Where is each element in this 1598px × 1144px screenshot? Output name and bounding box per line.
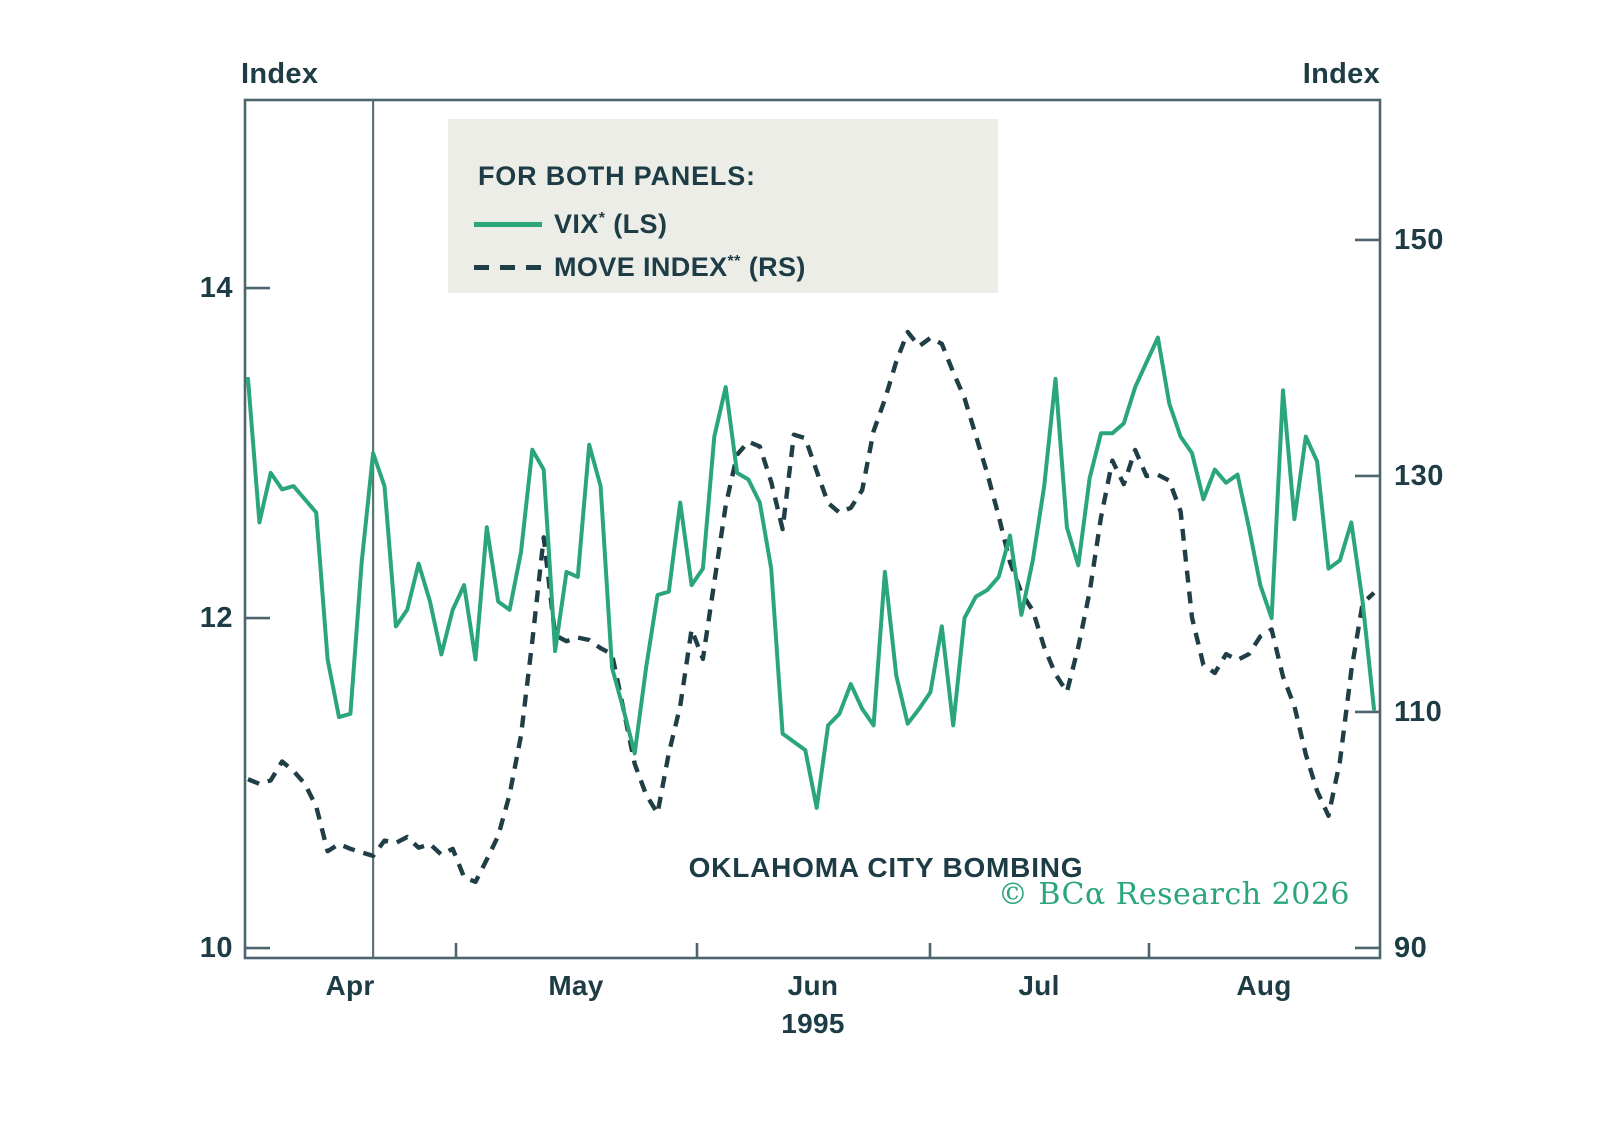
legend-move-footnote-mark: ** [727, 252, 741, 270]
legend-item-vix-label: VIX* (LS) [554, 209, 667, 240]
right-tick-90: 90 [1394, 932, 1428, 964]
x-label-may: May [548, 970, 604, 1001]
left-axis-title: Index [241, 58, 319, 90]
axis-ticks-and-event-line [246, 100, 1379, 958]
left-tick-12: 12 [199, 602, 233, 634]
left-tick-10: 10 [199, 932, 233, 964]
move-dashed-line-swatch [474, 264, 542, 270]
right-tick-110: 110 [1394, 696, 1443, 728]
x-label-apr: Apr [325, 970, 375, 1001]
copyright-text: © BCα Research 2026 [997, 877, 1350, 912]
legend-heading: FOR BOTH PANELS: [478, 161, 756, 191]
x-label-jun: Jun [787, 970, 839, 1001]
x-label-year: 1995 [781, 1008, 845, 1039]
left-tick-14: 14 [199, 272, 233, 304]
legend-move-name: MOVE INDEX [554, 251, 728, 282]
right-axis-title: Index [1302, 58, 1380, 90]
x-label-aug: Aug [1236, 970, 1292, 1001]
legend-item-move: MOVE INDEX** (RS) [474, 252, 806, 283]
legend-box: FOR BOTH PANELS: VIX* (LS) MOVE INDEX** … [448, 119, 998, 293]
legend-vix-scale: (LS) [605, 208, 668, 239]
vix-solid-line-swatch [474, 221, 542, 227]
legend-move-scale: (RS) [740, 251, 806, 282]
x-label-jul: Jul [1018, 970, 1060, 1001]
right-tick-150: 150 [1394, 224, 1444, 256]
legend-item-move-label: MOVE INDEX** (RS) [554, 252, 806, 283]
move-index-line-series [247, 329, 1376, 885]
legend-item-vix: VIX* (LS) [474, 209, 667, 240]
event-annotation: OKLAHOMA CITY BOMBING [688, 852, 1084, 883]
data-series-lines [246, 329, 1376, 885]
legend-vix-footnote-mark: * [598, 209, 606, 227]
legend-vix-name: VIX [554, 208, 599, 239]
plot-border [243, 98, 1382, 960]
right-tick-130: 130 [1394, 460, 1444, 492]
vix-line-series [246, 335, 1376, 810]
